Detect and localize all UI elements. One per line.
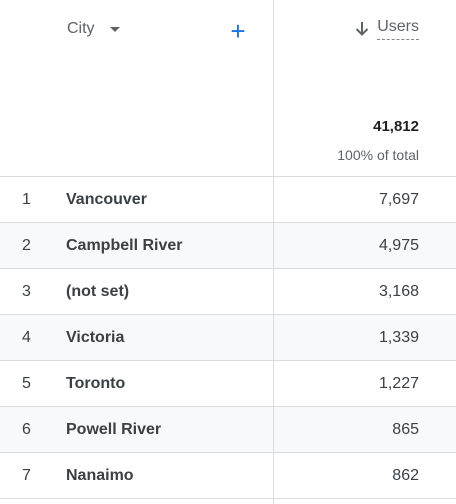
table-row[interactable]: 3 (not set) 3,168 <box>0 269 456 315</box>
table-row[interactable]: 2 Campbell River 4,975 <box>0 223 456 269</box>
city-name: Toronto <box>66 375 126 392</box>
row-index: 5 <box>22 375 31 392</box>
metric-label: Users <box>377 18 419 40</box>
metric-column-header[interactable]: Users <box>355 18 419 40</box>
users-value: 4,975 <box>378 237 419 254</box>
users-value: 7,697 <box>378 191 419 208</box>
city-name: Victoria <box>66 329 125 346</box>
city-name: Nanaimo <box>66 467 134 484</box>
table-body: 1 Vancouver 7,697 2 Campbell River 4,975… <box>0 177 456 499</box>
table-row[interactable]: 5 Toronto 1,227 <box>0 361 456 407</box>
city-name: Campbell River <box>66 237 183 254</box>
total-percent: 100% of total <box>337 147 419 163</box>
city-name: Powell River <box>66 421 162 438</box>
table-row[interactable]: 6 Powell River 865 <box>0 407 456 453</box>
users-value: 1,339 <box>378 329 419 346</box>
users-value: 865 <box>392 421 419 438</box>
table-header: City + Users 41,812 100% of total <box>0 0 456 177</box>
chevron-down-icon <box>109 26 120 32</box>
arrow-down-icon <box>356 22 369 36</box>
row-index: 2 <box>22 237 31 254</box>
row-index: 1 <box>22 191 31 208</box>
dimension-label: City <box>67 20 95 37</box>
dimension-selector[interactable]: City <box>67 20 120 38</box>
users-value: 1,227 <box>378 375 419 392</box>
table-row[interactable]: 7 Nanaimo 862 <box>0 453 456 499</box>
city-name: (not set) <box>66 283 130 300</box>
table-row[interactable]: 4 Victoria 1,339 <box>0 315 456 361</box>
table-row[interactable]: 1 Vancouver 7,697 <box>0 177 456 223</box>
add-dimension-button[interactable]: + <box>230 16 246 46</box>
column-divider <box>273 0 274 504</box>
total-value: 41,812 <box>373 118 419 135</box>
users-value: 862 <box>392 467 419 484</box>
row-index: 7 <box>22 467 31 484</box>
row-index: 3 <box>22 283 31 300</box>
users-value: 3,168 <box>378 283 419 300</box>
row-index: 4 <box>22 329 31 346</box>
row-index: 6 <box>22 421 31 438</box>
city-name: Vancouver <box>66 191 147 208</box>
